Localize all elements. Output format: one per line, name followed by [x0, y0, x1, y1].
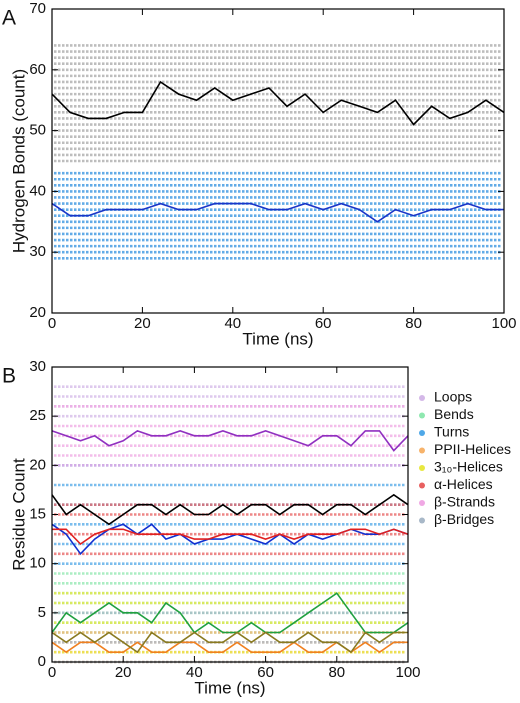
- y-tick-label: 0: [38, 653, 46, 670]
- legend-swatch: [419, 412, 425, 419]
- legend-label: PPII-Helices: [434, 441, 511, 457]
- y-tick-label: 10: [29, 555, 46, 572]
- y-tick-label: 20: [29, 304, 46, 321]
- legend-swatch: [419, 395, 425, 401]
- x-axis-label: Time (ns): [242, 329, 313, 348]
- x-tick-label: 40: [186, 664, 203, 681]
- legend-swatch: [419, 517, 425, 524]
- x-tick-label: 80: [328, 664, 345, 681]
- x-tick-label: 20: [134, 315, 151, 332]
- legend-label: α-Helices: [434, 476, 493, 492]
- y-tick-label: 5: [38, 604, 46, 621]
- y-axis-label: Residue Count: [9, 458, 28, 571]
- x-tick-label: 100: [491, 315, 516, 332]
- y-tick-label: 30: [29, 243, 46, 260]
- y-tick-label: 25: [29, 407, 46, 424]
- legend-swatch: [419, 447, 425, 454]
- x-tick-label: 0: [48, 315, 56, 332]
- y-tick-label: 30: [29, 358, 46, 375]
- legend-label: β-Bridges: [434, 511, 494, 527]
- average-line: [51, 592, 409, 634]
- y-tick-label: 60: [29, 61, 46, 78]
- legend-label: Turns: [434, 424, 469, 440]
- plot-frame: [51, 8, 505, 314]
- y-tick-label: 40: [29, 182, 46, 199]
- panel-label: B: [2, 365, 16, 388]
- y-tick-label: 70: [29, 0, 46, 17]
- legend-swatch: [419, 500, 425, 506]
- average-line: [51, 80, 505, 126]
- x-tick-label: 20: [115, 664, 132, 681]
- x-tick-label: 80: [405, 315, 422, 332]
- x-axis-label: Time (ns): [194, 678, 265, 697]
- legend-label: Loops: [434, 389, 472, 405]
- legend-label: 3₁₀-Helices: [434, 459, 503, 475]
- panel-label: A: [2, 7, 16, 30]
- legend-label: Bends: [434, 406, 474, 422]
- x-tick-label: 100: [395, 664, 420, 681]
- x-tick-label: 40: [224, 315, 241, 332]
- average-line: [51, 430, 409, 452]
- y-tick-label: 50: [29, 122, 46, 139]
- legend-swatch: [419, 430, 425, 436]
- x-tick-label: 60: [257, 664, 274, 681]
- average-line: [51, 631, 408, 654]
- legend-swatch: [419, 482, 425, 489]
- average-line: [51, 202, 504, 223]
- average-line: [52, 528, 409, 546]
- x-tick-label: 60: [315, 315, 332, 332]
- average-line: [51, 493, 409, 526]
- y-tick-label: 15: [29, 505, 46, 522]
- legend-swatch: [419, 465, 425, 471]
- y-axis-label: Hydrogen Bonds (count): [9, 69, 28, 253]
- y-tick-label: 20: [29, 456, 46, 473]
- legend-label: β-Strands: [434, 494, 495, 510]
- x-tick-label: 0: [48, 664, 56, 681]
